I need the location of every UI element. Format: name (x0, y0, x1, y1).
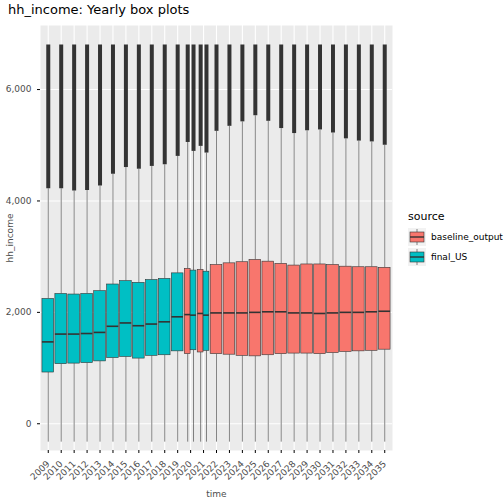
svg-text:6,000: 6,000 (6, 84, 32, 94)
html-text:hh_income: Yearly box plots: hh_income: Yearly box plots (8, 2, 190, 17)
html-text:baseline_output: baseline_output (431, 232, 503, 242)
svg-text:2020: 2020 (170, 458, 195, 482)
html-text:source: source (408, 210, 445, 223)
svg-text:2015: 2015 (106, 458, 130, 482)
svg-text:2018: 2018 (144, 458, 169, 482)
svg-text:2021: 2021 (183, 458, 207, 482)
svg-text:2010: 2010 (41, 458, 65, 482)
svg-text:2014: 2014 (93, 458, 117, 482)
svg-text:2012: 2012 (67, 458, 91, 482)
svg-text:2026: 2026 (248, 458, 272, 482)
svg-text:2022: 2022 (196, 458, 220, 482)
svg-text:2030: 2030 (300, 458, 324, 482)
html-text:final_US: final_US (431, 252, 468, 262)
svg-text:2032: 2032 (326, 458, 350, 482)
svg-text:hh_income: hh_income (5, 213, 15, 262)
svg-text:2027: 2027 (261, 458, 285, 482)
svg-text:2031: 2031 (313, 458, 337, 482)
svg-text:2029: 2029 (287, 458, 311, 482)
svg-text:2025: 2025 (235, 458, 259, 482)
svg-text:2013: 2013 (80, 458, 104, 482)
svg-text:time: time (206, 489, 227, 499)
svg-text:2023: 2023 (209, 458, 233, 482)
svg-text:2011: 2011 (54, 458, 78, 482)
svg-text:2019: 2019 (157, 458, 182, 482)
svg-text:0: 0 (26, 419, 32, 429)
svg-text:2034: 2034 (352, 458, 376, 482)
svg-text:2028: 2028 (274, 458, 298, 482)
svg-text:2017: 2017 (132, 458, 156, 482)
svg-text:2016: 2016 (119, 458, 143, 482)
svg-text:2035: 2035 (365, 459, 388, 482)
svg-text:4,000: 4,000 (6, 196, 32, 206)
svg-text:2009: 2009 (28, 458, 52, 482)
svg-text:2024: 2024 (222, 458, 246, 482)
svg-text:2,000: 2,000 (6, 307, 32, 317)
svg-text:2033: 2033 (339, 458, 363, 482)
